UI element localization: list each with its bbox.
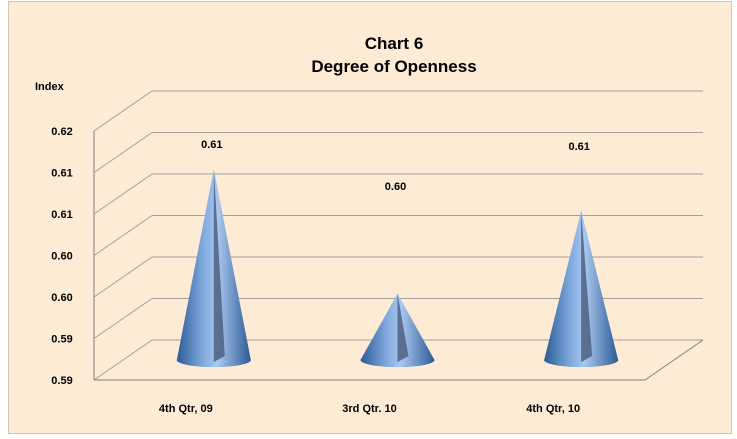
y-tick-label: 0.59	[51, 334, 72, 346]
data-labels: 0.61 0.60 0.61	[201, 139, 590, 193]
y-tick-label: 0.60	[51, 251, 72, 263]
cone-bar	[544, 210, 619, 367]
y-tick-label: 0.59	[51, 375, 72, 387]
cone-cutaway	[213, 169, 225, 362]
chart-title-line2: Degree of Openness	[311, 57, 476, 76]
y-axis-label: Index	[35, 81, 65, 93]
y-tick-label: 0.61	[51, 209, 72, 221]
data-label: 0.61	[568, 141, 589, 153]
cone-bar	[360, 293, 435, 367]
gridline-diagonal	[93, 90, 153, 132]
category-labels: 4th Qtr, 09 3rd Qtr. 10 4th Qtr, 10	[159, 403, 580, 415]
data-label: 0.60	[385, 181, 406, 193]
x-category-label: 3rd Qtr. 10	[342, 403, 396, 415]
x-category-label: 4th Qtr, 09	[159, 403, 213, 415]
cone-cutaway	[397, 293, 409, 362]
gridline-diagonal	[93, 173, 153, 215]
data-label: 0.61	[201, 139, 222, 151]
cone-bar	[176, 169, 251, 367]
floor-side-edge	[644, 339, 704, 381]
x-category-label: 4th Qtr, 10	[526, 403, 580, 415]
chart-title-line1: Chart 6	[365, 34, 424, 53]
y-tick-label: 0.61	[51, 168, 72, 180]
cone-cutaway	[581, 210, 593, 362]
gridline-diagonal	[93, 256, 153, 298]
gridline-diagonal	[93, 132, 153, 173]
y-tick-label: 0.62	[51, 126, 72, 138]
gridline-diagonal	[93, 339, 153, 381]
gridline-diagonal	[93, 215, 153, 256]
y-tick-label: 0.60	[51, 292, 72, 304]
gridline-diagonal	[93, 298, 153, 339]
cones	[176, 169, 619, 367]
y-tick-labels: 0.59 0.59 0.60 0.60 0.61 0.61 0.62	[51, 126, 72, 387]
